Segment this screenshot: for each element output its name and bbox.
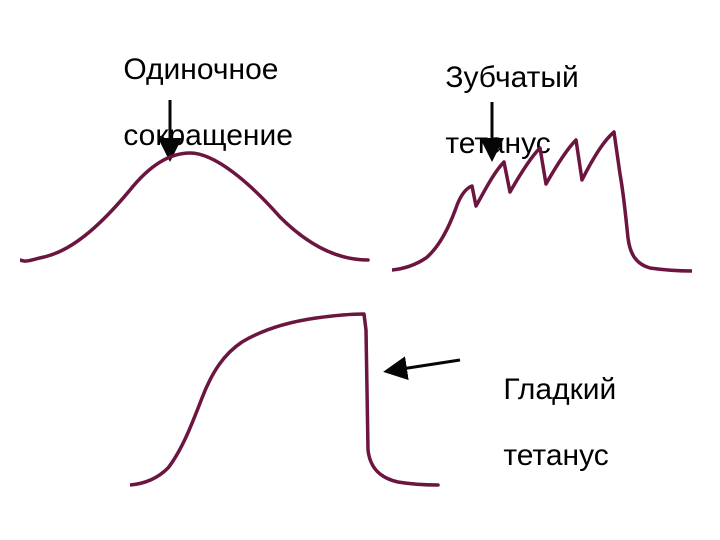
curve-single-twitch-path (20, 153, 368, 261)
diagram-canvas: Одиночное сокращение Зубчатый тетанус Гл… (0, 0, 720, 540)
curve-single-twitch (20, 145, 370, 295)
curve-complete-tetanus-path (130, 314, 438, 485)
curve-complete-tetanus (130, 310, 440, 510)
curve-incomplete-tetanus (392, 130, 692, 295)
curve-incomplete-tetanus-path (392, 132, 692, 271)
